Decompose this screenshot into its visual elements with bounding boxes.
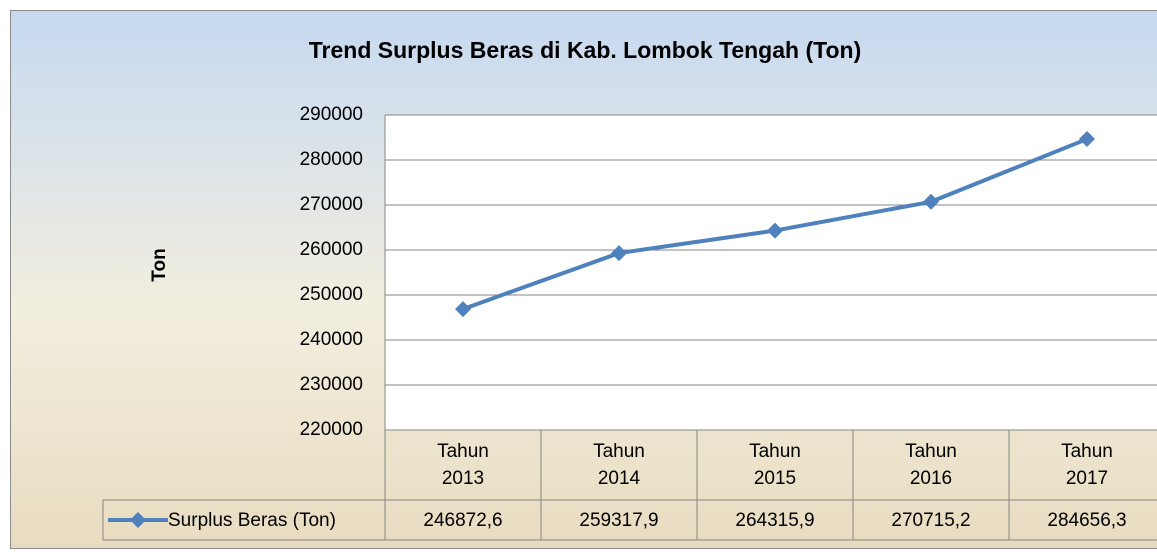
marker xyxy=(923,193,939,210)
marker xyxy=(1079,131,1095,148)
marker xyxy=(455,301,471,318)
x-tick-label: Tahun 2013 xyxy=(437,441,489,489)
y-tick-label: 240000 xyxy=(300,329,363,350)
y-tick-label: 270000 xyxy=(300,194,363,215)
x-tick-label: Tahun 2016 xyxy=(905,441,957,489)
y-axis-title: Ton xyxy=(149,248,170,281)
y-tick-label: 260000 xyxy=(300,239,363,260)
y-tick-label: 220000 xyxy=(300,419,363,440)
data-table-value: 270715,2 xyxy=(891,509,971,531)
legend-marker xyxy=(130,512,146,528)
marker xyxy=(767,222,783,239)
x-tick-label: Tahun 2014 xyxy=(593,441,645,489)
data-table-value: 284656,3 xyxy=(1047,509,1127,531)
data-table-value: 246872,6 xyxy=(423,509,503,531)
plot-area xyxy=(385,115,1157,430)
marker xyxy=(611,245,627,262)
y-tick-label: 230000 xyxy=(300,374,363,395)
y-tick-label: 250000 xyxy=(300,284,363,305)
y-tick-label: 280000 xyxy=(300,149,363,170)
data-table-value: 264315,9 xyxy=(735,509,815,531)
data-table-value: 259317,9 xyxy=(579,509,659,531)
x-tick-label: Tahun 2015 xyxy=(749,441,801,489)
y-tick-label: 290000 xyxy=(300,104,363,125)
legend-label: Surplus Beras (Ton) xyxy=(168,509,336,531)
chart-title: Trend Surplus Beras di Kab. Lombok Tenga… xyxy=(309,37,861,63)
x-tick-label: Tahun 2017 xyxy=(1061,441,1113,489)
